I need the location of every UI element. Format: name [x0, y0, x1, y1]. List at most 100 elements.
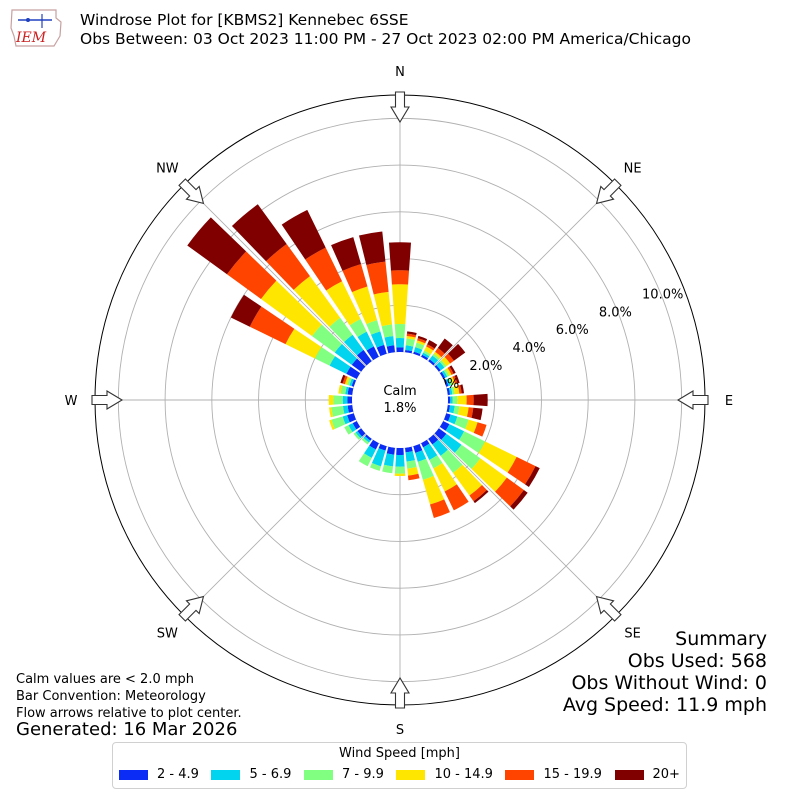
legend-item: 2 - 4.9	[119, 767, 199, 782]
windrose-bar-segment	[363, 436, 371, 443]
windrose-bar-segment	[453, 385, 460, 395]
windrose-bar-segment	[432, 439, 448, 456]
windrose-bar-segment	[345, 386, 349, 395]
windrose-bar-segment	[443, 379, 449, 387]
windrose-bar-segment	[413, 347, 423, 355]
windrose-bar-segment	[331, 237, 362, 271]
windrose-bar-segment	[396, 347, 404, 353]
windrose-bar-segment	[447, 343, 466, 361]
direction-label-sw: SW	[157, 627, 178, 642]
direction-label-w: W	[65, 394, 78, 409]
windrose-bar-segment	[373, 291, 393, 327]
direction-arrows	[91, 91, 709, 709]
windrose-bar-segment	[452, 395, 458, 405]
windrose-bar-segment	[426, 344, 435, 351]
windrose-bar-segment	[405, 345, 414, 352]
windrose-bar-segment	[394, 473, 406, 477]
summary-avg-speed: Avg Speed: 11.9 mph	[562, 694, 767, 716]
direction-label-e: E	[725, 394, 733, 409]
windrose-bar-segment	[329, 317, 353, 342]
logo-text: IEM	[15, 30, 47, 46]
windrose-bar-segment	[382, 464, 394, 474]
windrose-bar-segment	[353, 432, 361, 440]
windrose-bar-segment	[390, 270, 410, 285]
generated-date: Generated: 16 Mar 2026	[16, 719, 238, 740]
grid-spoke	[399, 184, 616, 401]
windrose-bar-segment	[346, 366, 361, 379]
windrose-bar-segment	[471, 458, 507, 492]
legend-label: 2 - 4.9	[157, 767, 199, 782]
windrose-bar-segment	[460, 384, 465, 394]
windrose-bar-segment	[357, 331, 374, 351]
windrose-bar-segment	[347, 405, 354, 413]
windrose-bar-segment	[465, 419, 478, 433]
windrose-bar-segment	[370, 331, 385, 348]
windrose-bar-segment	[448, 414, 458, 425]
windrose-bar-segment	[371, 448, 386, 467]
windrose-bar-segment	[441, 356, 451, 367]
windrose-bar-segment	[331, 416, 346, 430]
windrose-bar-segment	[187, 217, 247, 275]
windrose-bar-segment	[441, 370, 448, 378]
flow-arrow-icon	[390, 91, 410, 124]
windrose-bar-segment	[347, 396, 353, 404]
windrose-bar-segment	[356, 349, 372, 366]
windrose-bar-segment	[305, 247, 343, 291]
windrose-bar-segment	[334, 343, 358, 365]
direction-label-se: SE	[624, 627, 640, 642]
windrose-bar-segment	[429, 455, 443, 469]
windrose-bar-segment	[351, 286, 378, 325]
windrose-bar-segment	[231, 204, 287, 262]
legend-label: 20+	[652, 767, 680, 782]
windrose-bar-segment	[445, 367, 452, 376]
windrose-bar-segment	[281, 209, 326, 260]
windrose-bar-segment	[444, 353, 454, 364]
windrose-bar-segment	[352, 421, 361, 430]
windrose-bar-segment	[457, 384, 462, 394]
windrose-bar-segment	[435, 347, 445, 358]
windrose-bar-segment	[450, 376, 456, 385]
flow-arrow-icon	[390, 676, 410, 709]
windrose-bar-segment	[446, 387, 451, 395]
windrose-bar-segment	[453, 405, 460, 415]
windrose-bar-segment	[437, 338, 453, 354]
windrose-bar-segment	[454, 374, 460, 384]
windrose-bar-segment	[434, 428, 447, 440]
windrose-bar-segment	[314, 347, 336, 366]
windrose-bar-segment	[395, 337, 405, 348]
windrose-bar-segment	[447, 366, 454, 375]
windrose-bar-segment	[351, 358, 366, 372]
windrose-bar-segment	[370, 463, 381, 471]
legend-label: 10 - 14.9	[434, 767, 493, 782]
windrose-bar-segment	[417, 335, 428, 342]
windrose-bar-segment	[417, 338, 427, 344]
windrose-bar-segment	[361, 437, 370, 445]
windrose-bar-segment	[365, 434, 372, 441]
windrose-bar-segment	[421, 354, 429, 361]
windrose-bar-segment	[406, 333, 417, 338]
windrose-bar-segment	[416, 340, 426, 346]
windrose-bar-segment	[340, 374, 346, 384]
summary-title: Summary	[675, 628, 767, 650]
flow-arrow-icon	[178, 178, 205, 205]
windrose-bar-segment	[407, 466, 419, 476]
legend-label: 15 - 19.9	[543, 767, 602, 782]
flow-arrow-icon	[676, 390, 709, 410]
windrose-bar-segment	[439, 421, 450, 431]
legend-items: 2 - 4.9 5 - 6.9 7 - 9.9 10 - 14.9 15 - 19.9 2…	[119, 767, 680, 782]
windrose-bar-segment	[394, 466, 406, 474]
windrose-bar-segment	[366, 261, 389, 295]
windrose-bar-segment	[260, 280, 322, 337]
direction-label-s: S	[396, 723, 404, 738]
windrose-bar-segment	[338, 384, 343, 394]
windrose-bar-segment	[457, 395, 467, 405]
windrose-bar-segment	[312, 324, 342, 353]
windrose-bar-segment	[347, 377, 352, 386]
windrose-bar-segment	[351, 379, 357, 387]
windrose-bar-segment	[421, 439, 430, 448]
windrose-bar-segment	[355, 430, 363, 439]
radial-tick-label: 8.0%	[599, 305, 632, 320]
windrose-bar-segment	[378, 443, 387, 451]
windrose-bar-segment	[424, 346, 434, 355]
windrose-bar-segment	[342, 405, 349, 414]
